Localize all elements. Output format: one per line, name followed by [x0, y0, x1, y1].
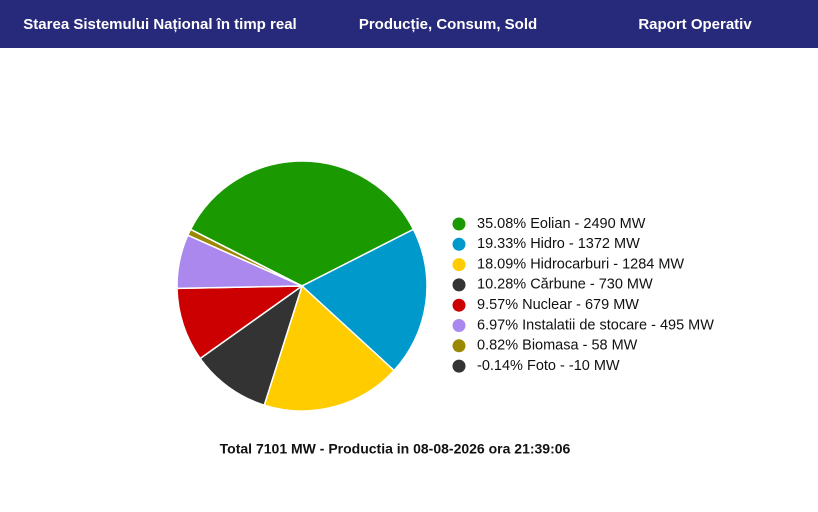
chart-caption: Total 7101 MW - Productia in 08-08-2026 … — [220, 441, 571, 457]
pie-slice — [190, 228, 303, 287]
legend-marker — [452, 258, 466, 272]
legend-marker — [452, 339, 466, 353]
legend-label: 10.28% Cărbune - 730 MW — [477, 277, 653, 293]
legend-marker — [452, 298, 466, 312]
legend-marker — [452, 217, 466, 231]
nav-item[interactable]: Raport Operativ — [638, 16, 752, 33]
legend-label: 9.57% Nuclear - 679 MW — [477, 297, 639, 313]
pie-slice — [263, 284, 396, 412]
legend-label: 6.97% Instalatii de stocare - 495 MW — [477, 317, 714, 333]
legend-label: 19.33% Hidro - 1372 MW — [477, 236, 640, 252]
pie-slice — [300, 228, 428, 372]
legend-label: 18.09% Hidrocarburi - 1284 MW — [477, 256, 684, 272]
pie-slice — [176, 285, 305, 360]
legend-marker — [452, 237, 466, 251]
legend-label: 35.08% Eolian - 2490 MW — [477, 216, 646, 232]
legend-label: 0.82% Biomasa - 58 MW — [477, 338, 638, 354]
legend-marker — [452, 319, 466, 332]
nav-item[interactable]: Producție, Consum, Sold — [358, 16, 538, 33]
pie-slice — [199, 284, 304, 407]
pie-slice — [189, 160, 415, 287]
nav-item[interactable]: Starea Sistemului Național în timp real — [23, 16, 297, 33]
legend-marker — [452, 359, 466, 373]
nav-bar: Starea Sistemului Național în timp real … — [0, 0, 818, 48]
chart: Total 7101 MW - Productia in 08-08-2026 … — [176, 160, 714, 457]
legend-label: -0.14% Foto - -10 MW — [477, 358, 620, 374]
legend-marker — [452, 278, 466, 292]
